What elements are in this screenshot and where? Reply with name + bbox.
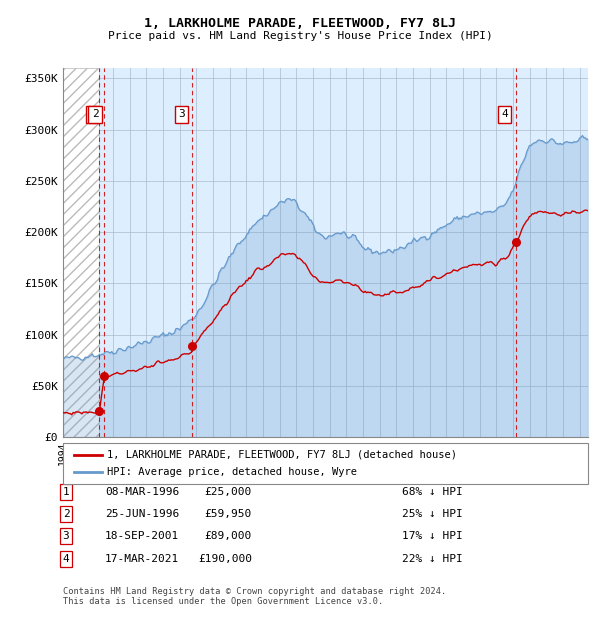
Text: Price paid vs. HM Land Registry's House Price Index (HPI): Price paid vs. HM Land Registry's House … <box>107 31 493 41</box>
Text: 2: 2 <box>62 509 70 519</box>
Bar <box>63 68 100 437</box>
Text: 17% ↓ HPI: 17% ↓ HPI <box>402 531 463 541</box>
Text: 4: 4 <box>502 109 508 119</box>
Text: 2: 2 <box>92 109 98 119</box>
Text: 1: 1 <box>62 487 70 497</box>
Text: 22% ↓ HPI: 22% ↓ HPI <box>402 554 463 564</box>
Text: £25,000: £25,000 <box>205 487 252 497</box>
Text: Contains HM Land Registry data © Crown copyright and database right 2024.
This d: Contains HM Land Registry data © Crown c… <box>63 587 446 606</box>
Text: 08-MAR-1996: 08-MAR-1996 <box>105 487 179 497</box>
Text: 25% ↓ HPI: 25% ↓ HPI <box>402 509 463 519</box>
Text: £59,950: £59,950 <box>205 509 252 519</box>
Text: 68% ↓ HPI: 68% ↓ HPI <box>402 487 463 497</box>
Text: £89,000: £89,000 <box>205 531 252 541</box>
Text: 18-SEP-2001: 18-SEP-2001 <box>105 531 179 541</box>
Text: £190,000: £190,000 <box>198 554 252 564</box>
Text: 17-MAR-2021: 17-MAR-2021 <box>105 554 179 564</box>
Text: 1: 1 <box>89 109 96 119</box>
Text: 3: 3 <box>178 109 185 119</box>
Text: 25-JUN-1996: 25-JUN-1996 <box>105 509 179 519</box>
Text: 3: 3 <box>62 531 70 541</box>
Text: 1, LARKHOLME PARADE, FLEETWOOD, FY7 8LJ: 1, LARKHOLME PARADE, FLEETWOOD, FY7 8LJ <box>144 17 456 30</box>
Text: 1, LARKHOLME PARADE, FLEETWOOD, FY7 8LJ (detached house): 1, LARKHOLME PARADE, FLEETWOOD, FY7 8LJ … <box>107 450 457 459</box>
Text: HPI: Average price, detached house, Wyre: HPI: Average price, detached house, Wyre <box>107 467 357 477</box>
Text: 4: 4 <box>62 554 70 564</box>
